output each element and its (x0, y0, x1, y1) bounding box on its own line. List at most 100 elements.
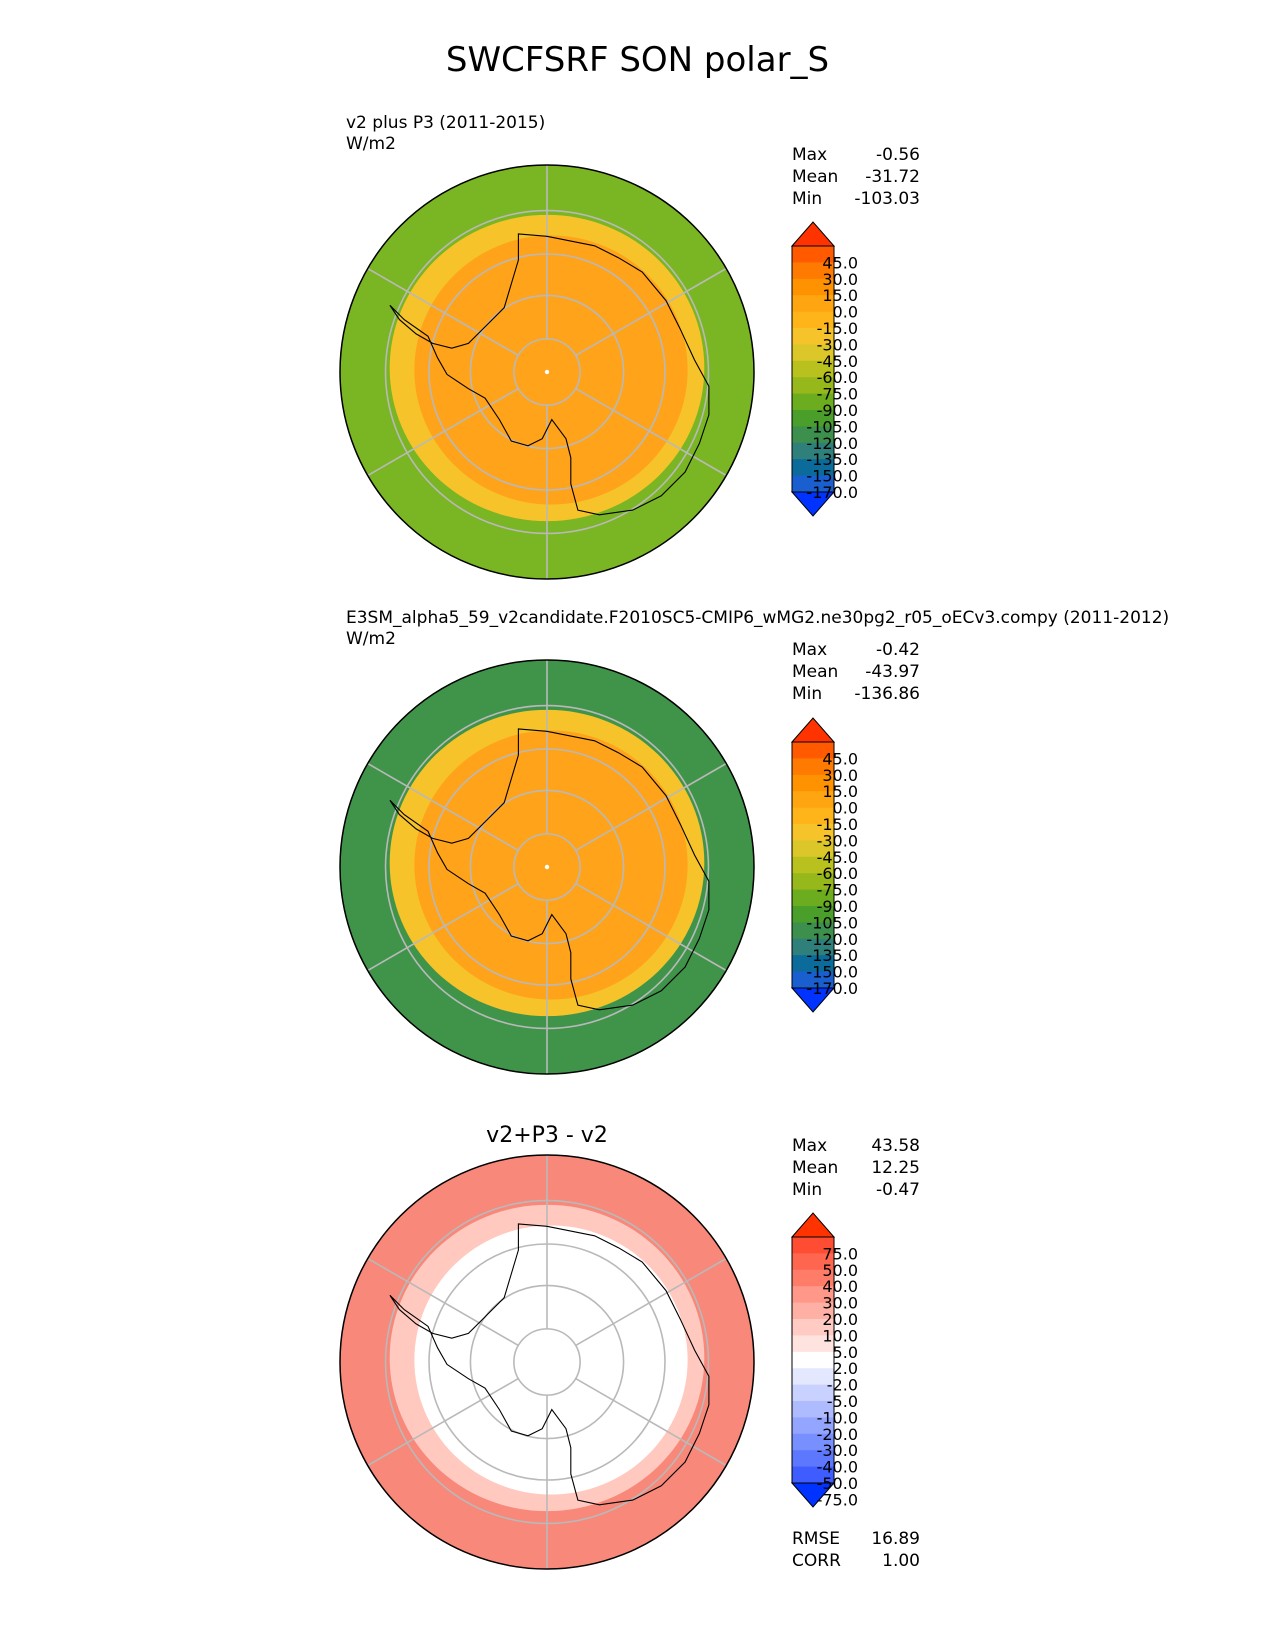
grid-meridian (367, 267, 519, 357)
colorbar-bin (792, 360, 834, 378)
colorbar-bin (792, 426, 834, 444)
grid-meridian (367, 1377, 519, 1467)
colorbar-bin (792, 922, 834, 940)
colorbar-bin (792, 1417, 834, 1435)
panel1-max-value: -0.56 (876, 145, 920, 165)
panel1-min-label: Min (792, 189, 823, 209)
colorbar-tick-label: -135.0 (806, 450, 858, 469)
panel-2-colorbar: 45.030.015.00.0-15.0-30.0-45.0-60.0-75.0… (790, 717, 858, 1013)
panel-3-colorbar: 75.050.040.030.020.010.05.02.0-2.0-5.0-1… (790, 1212, 858, 1509)
colorbar-tick-label: -150.0 (806, 467, 858, 486)
colorbar-tick-label: -5.0 (827, 1392, 858, 1411)
colorbar-bin (792, 295, 834, 313)
grid-meridian (367, 1257, 519, 1347)
colorbar-bin (792, 971, 834, 989)
colorbar-tick-label: -75.0 (817, 385, 858, 404)
colorbar-tick-label: 0.0 (833, 303, 858, 322)
colorbar-bin (792, 1450, 834, 1468)
panel3-min-value: -0.47 (876, 1180, 920, 1200)
panel3-rmse-label: RMSE (792, 1529, 841, 1549)
south-pole-marker (544, 1359, 550, 1365)
colorbar-tick-label: 15.0 (822, 286, 858, 305)
colorbar-bin (792, 278, 834, 296)
colorbar-bin (792, 1401, 834, 1418)
colorbar-tick-label: -30.0 (817, 1441, 858, 1460)
colorbar-tick-label: 0.0 (833, 799, 858, 818)
colorbar-bin (792, 791, 834, 809)
colorbar-bin (792, 377, 834, 395)
panel3-max-value: 43.58 (871, 1136, 920, 1156)
colorbar-bin (792, 1335, 834, 1353)
panel2-max-label: Max (792, 640, 828, 660)
colorbar-bin (792, 889, 834, 907)
panel3-corr-value: 1.00 (882, 1551, 920, 1571)
panel3-stats: Max 43.58 Mean 12.25 Min -0.47 (792, 1135, 920, 1201)
colorbar-bin (792, 393, 834, 411)
colorbar-bin (792, 475, 834, 493)
colorbar-tick-label: 20.0 (822, 1310, 858, 1329)
grid-meridian (575, 1377, 727, 1467)
panel3-mean-label: Mean (792, 1158, 839, 1178)
colorbar-bin (792, 1286, 834, 1304)
colorbar-frame (791, 1236, 835, 1484)
colorbar-tick-label: -50.0 (817, 1474, 858, 1493)
colorbar-bin (792, 410, 834, 427)
colorbar-bin (792, 774, 834, 792)
colorbar-tick-label: 75.0 (822, 1244, 858, 1263)
panel2-mean-value: -43.97 (865, 662, 920, 682)
panel3-metrics: RMSE 16.89 CORR 1.00 (792, 1528, 920, 1572)
colorbar-bin (792, 856, 834, 874)
colorbar-bin (792, 840, 834, 858)
antarctica-coastline (389, 233, 710, 516)
panel-1: 45.030.015.00.0-15.0-30.0-45.0-60.0-75.0… (339, 164, 858, 580)
colorbar-tick-label: 30.0 (822, 766, 858, 785)
colorbar-tick-label: -75.0 (817, 881, 858, 900)
colorbar-bin (792, 906, 834, 923)
field-core (414, 730, 688, 1000)
colorbar-bin (792, 758, 834, 776)
colorbar-tick-label: -10.0 (817, 1408, 858, 1427)
colorbar-bin (792, 1384, 834, 1402)
colorbar-frame (791, 245, 835, 493)
south-pole-marker (544, 864, 550, 870)
colorbar-bin (792, 1368, 834, 1386)
field-core (414, 1225, 688, 1495)
panel-3: 75.050.040.030.020.010.05.02.0-2.0-5.0-1… (339, 1154, 858, 1570)
colorbar-extend-max (790, 717, 836, 743)
colorbar-tick-label: -120.0 (806, 434, 858, 453)
colorbar-tick-label: -45.0 (817, 352, 858, 371)
panel3-mean-value: 12.25 (871, 1158, 920, 1178)
panel2-min-value: -136.86 (854, 684, 920, 704)
map-boundary (339, 1154, 755, 1570)
colorbar-tick-label: 45.0 (822, 749, 858, 768)
map-boundary (339, 164, 755, 580)
colorbar-tick-label: -135.0 (806, 946, 858, 965)
colorbar-tick-label: -75.0 (817, 1490, 858, 1509)
colorbar-tick-label: 15.0 (822, 782, 858, 801)
colorbar-tick-label: -30.0 (817, 831, 858, 850)
grid-meridian (575, 387, 727, 477)
colorbar-bin (792, 1466, 834, 1484)
colorbar-frame (791, 741, 835, 989)
panel3-corr-label: CORR (792, 1551, 841, 1571)
colorbar-tick-label: -2.0 (827, 1376, 858, 1395)
colorbar-bin (792, 1302, 834, 1320)
panel1-max-label: Max (792, 145, 828, 165)
colorbar-tick-label: -60.0 (817, 368, 858, 387)
colorbar-bin (792, 442, 834, 460)
colorbar-extend-max (790, 221, 836, 247)
colorbar-bin (792, 246, 834, 263)
colorbar-bin (792, 459, 834, 477)
map-boundary (339, 659, 755, 1075)
panel1-stats: Max -0.56 Mean -31.72 Min -103.03 (792, 144, 920, 210)
panel-2-field (340, 660, 754, 1074)
colorbar-bin (792, 262, 834, 280)
colorbar-tick-label: 5.0 (833, 1343, 858, 1362)
panel2-units: W/m2 (346, 629, 396, 649)
colorbar-bin (792, 311, 834, 329)
colorbar-bin (792, 1253, 834, 1271)
colorbar-extend-max (790, 1212, 836, 1238)
panel2-min-label: Min (792, 684, 823, 704)
colorbar-tick-label: 10.0 (822, 1326, 858, 1345)
